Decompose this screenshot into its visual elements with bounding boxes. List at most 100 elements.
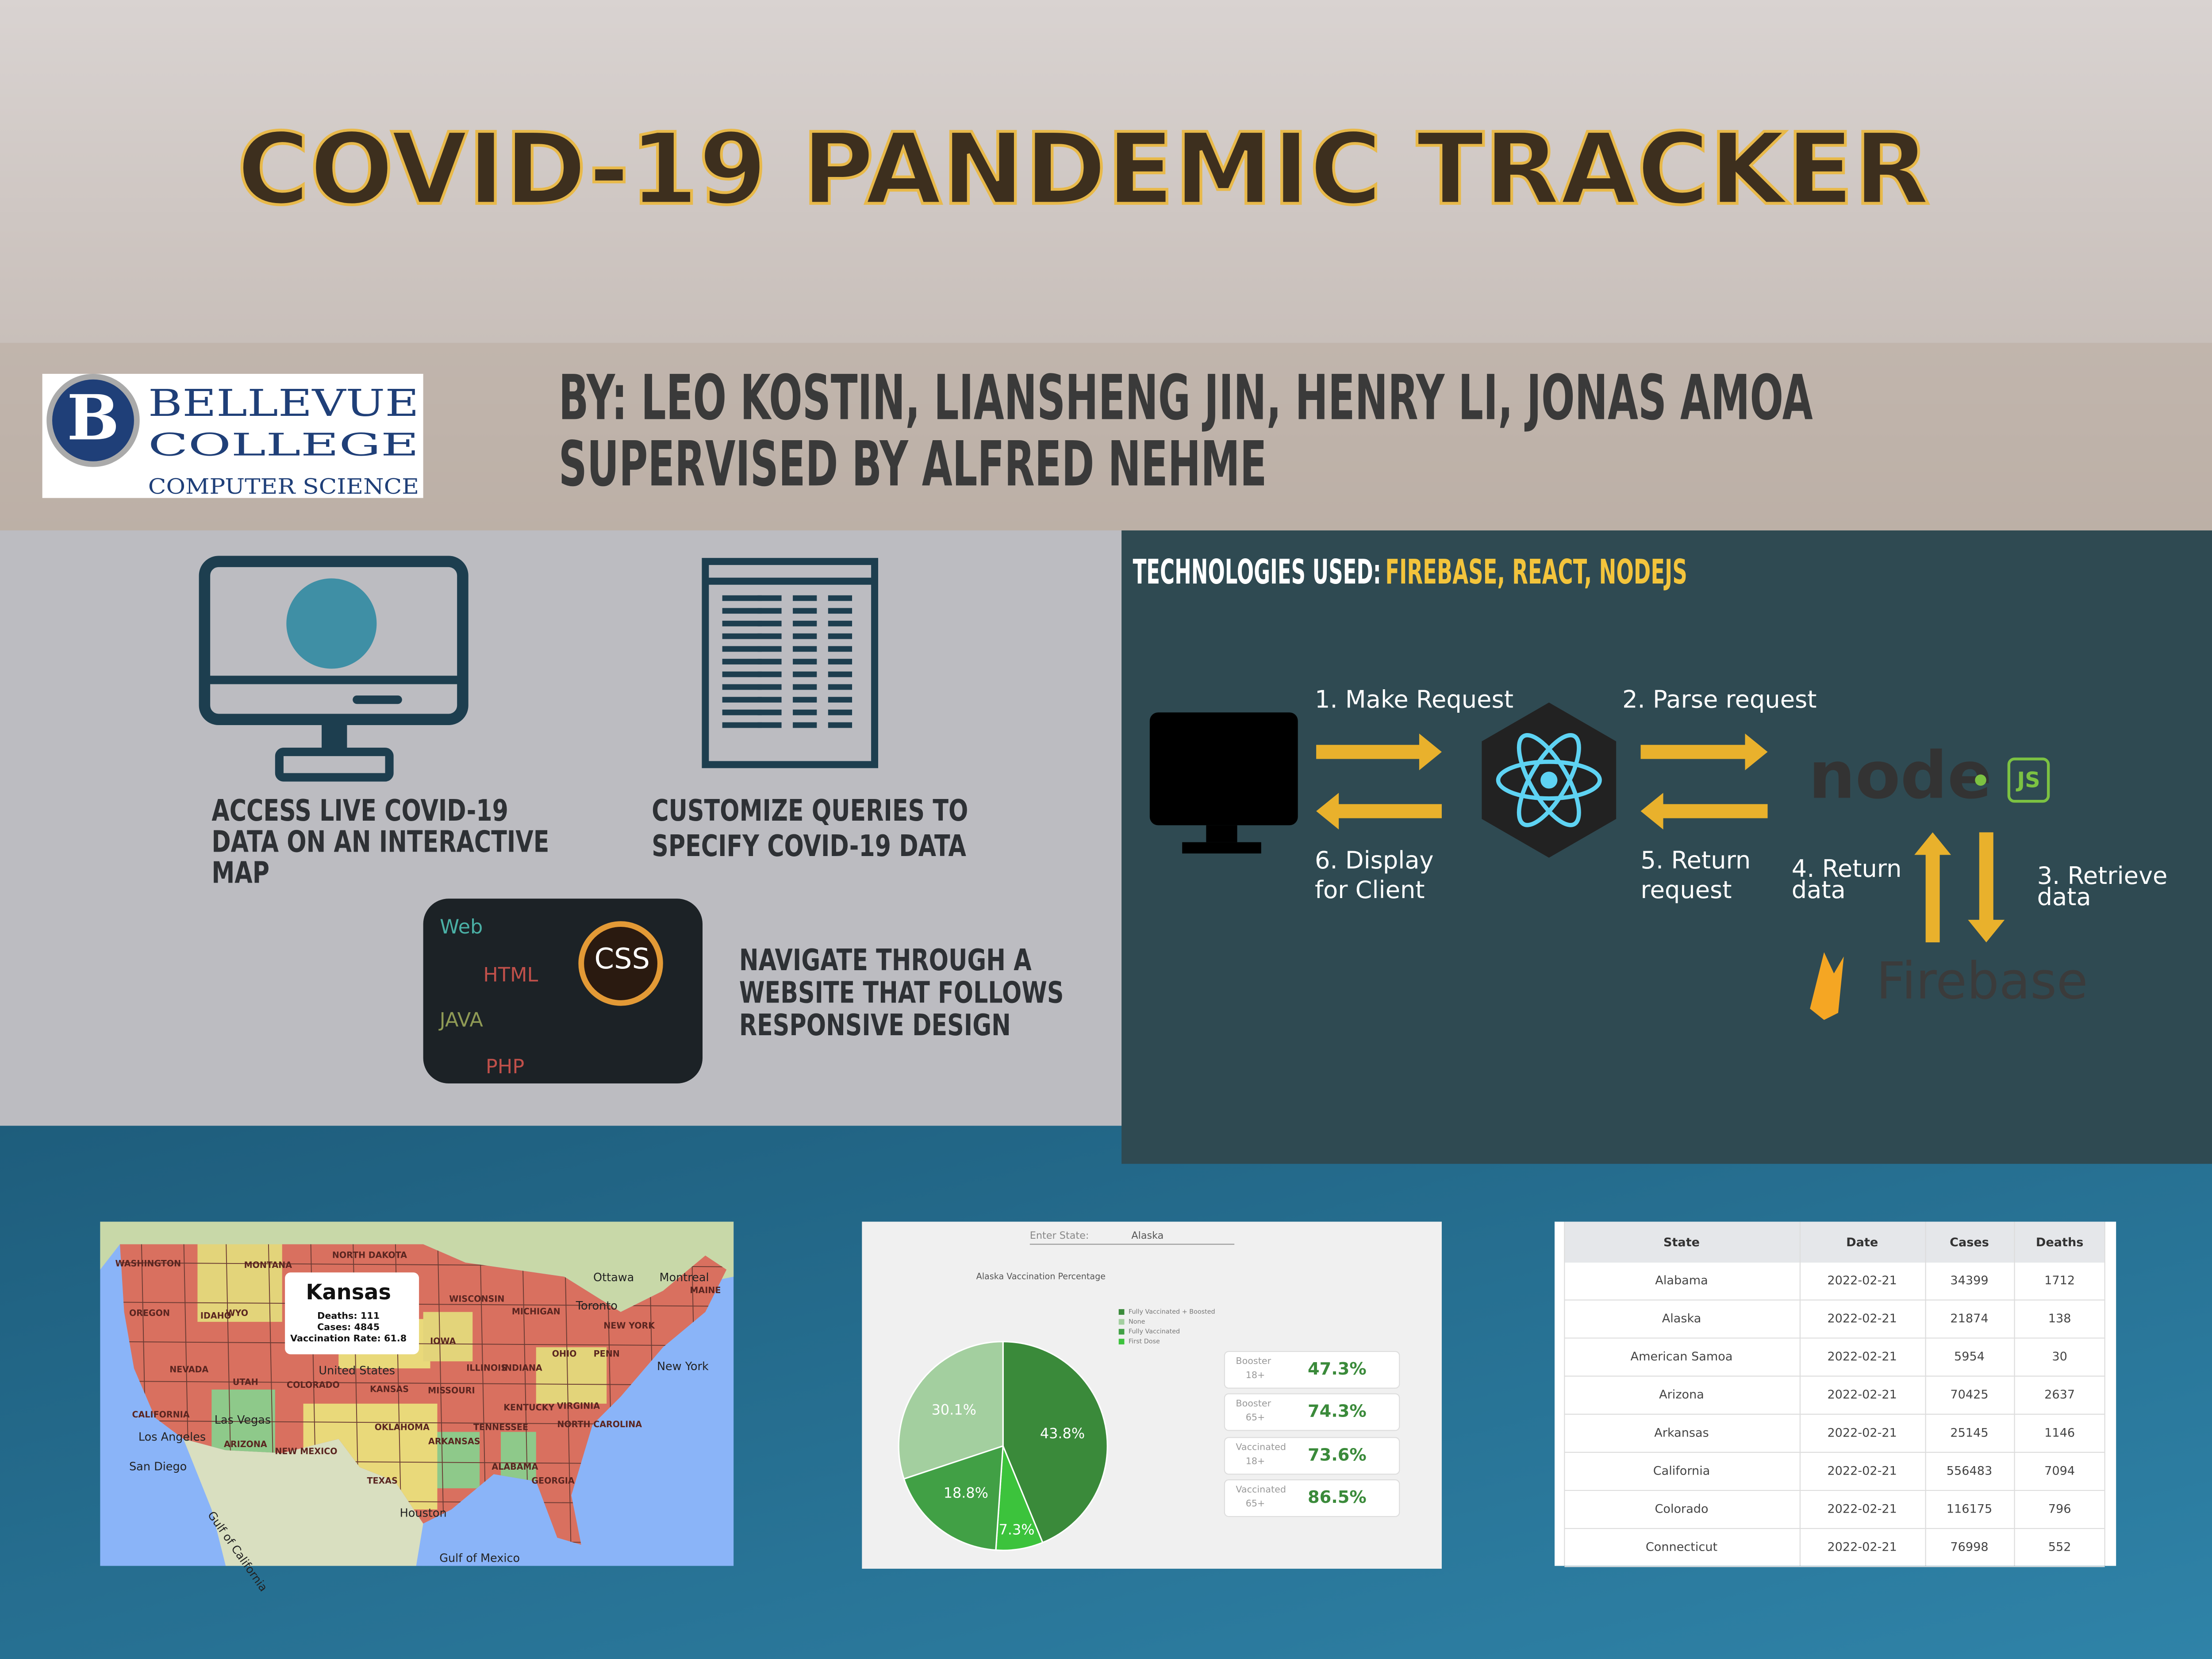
flow-step-label: data bbox=[1792, 876, 1846, 904]
table-icon-cell bbox=[793, 659, 817, 664]
feature-text: RESPONSIVE DESIGN bbox=[739, 1008, 1011, 1043]
map-label: OREGON bbox=[129, 1308, 170, 1318]
table-cell: 76998 bbox=[1950, 1540, 1988, 1554]
map-state-patch bbox=[536, 1347, 607, 1404]
table-cell: 1712 bbox=[2044, 1274, 2075, 1287]
map-label: Montreal bbox=[660, 1271, 709, 1284]
pie-label: 18.8% bbox=[944, 1485, 988, 1502]
table-icon-cell bbox=[793, 709, 817, 715]
state-label: Enter State: bbox=[1030, 1230, 1089, 1241]
arrow-head bbox=[1419, 733, 1442, 771]
map-state-patch bbox=[437, 1432, 480, 1489]
authors: BY: LEO KOSTIN, LIANSHENG JIN, HENRY LI,… bbox=[559, 362, 1813, 434]
map-border bbox=[437, 1244, 445, 1545]
table-header: Date bbox=[1846, 1236, 1878, 1249]
card-value: 86.5% bbox=[1308, 1487, 1367, 1507]
pie-slice bbox=[1002, 1340, 1108, 1544]
map-state-patch bbox=[197, 1244, 282, 1322]
table-icon-cell bbox=[828, 697, 853, 703]
pie-slice bbox=[898, 1340, 1004, 1480]
map-label: Toronto bbox=[576, 1299, 618, 1313]
table-icon-cell bbox=[722, 646, 762, 652]
table-cell: 30 bbox=[2052, 1350, 2067, 1363]
table-icon-cell bbox=[793, 722, 817, 728]
table-icon-cell bbox=[793, 684, 817, 690]
feature-text: NAVIGATE THROUGH A bbox=[739, 943, 1032, 978]
popup-line: Vaccination Rate: 61.8 bbox=[290, 1333, 407, 1344]
feature-text: SPECIFY COVID-19 DATA bbox=[652, 829, 966, 864]
logo-line: COMPUTER SCIENCE bbox=[148, 475, 419, 499]
table-icon-cell bbox=[722, 621, 762, 626]
flow-step-label: 1. Make Request bbox=[1315, 685, 1513, 713]
tech-list: FIREBASE, REACT, NODEJS bbox=[1385, 553, 1687, 592]
web-image-label: HTML bbox=[483, 964, 538, 987]
stat-card bbox=[1224, 1437, 1400, 1475]
map-border bbox=[120, 1380, 727, 1386]
node-dot bbox=[1975, 774, 1986, 786]
map-label: NEVADA bbox=[169, 1364, 208, 1375]
feature-text: DATA ON AN INTERACTIVE bbox=[211, 825, 549, 859]
table-cell: 2637 bbox=[2044, 1388, 2075, 1402]
flow-step-label: data bbox=[2037, 883, 2091, 911]
table-cell: Colorado bbox=[1655, 1502, 1708, 1516]
globe-icon bbox=[286, 578, 377, 669]
card-label: Vaccinated bbox=[1236, 1484, 1286, 1494]
web-image-label: Web bbox=[440, 915, 483, 938]
js-logo: JS bbox=[2016, 768, 2040, 793]
table-cell: 5954 bbox=[1954, 1350, 1985, 1363]
react-core bbox=[1540, 772, 1558, 789]
table-icon-cell bbox=[757, 697, 782, 703]
logo-letter: B bbox=[67, 381, 119, 454]
logo-line: BELLEVUE bbox=[148, 382, 419, 425]
table-icon-cell bbox=[828, 684, 853, 690]
monitor-button bbox=[353, 695, 402, 704]
stat-card bbox=[1224, 1351, 1400, 1389]
map-label: Las Vegas bbox=[215, 1413, 271, 1427]
client-stand bbox=[1206, 825, 1237, 842]
table-cell: 2022-02-21 bbox=[1827, 1274, 1897, 1287]
table-icon-cell bbox=[828, 595, 853, 601]
legend-label: Fully Vaccinated + Boosted bbox=[1129, 1309, 1215, 1316]
table-icon-cell bbox=[828, 709, 853, 715]
legend-label: Fully Vaccinated bbox=[1129, 1328, 1180, 1335]
table-cell: 2022-02-21 bbox=[1827, 1426, 1897, 1440]
table-cell: Alabama bbox=[1655, 1274, 1708, 1287]
table-cell: 796 bbox=[2048, 1502, 2071, 1516]
map-label: UTAH bbox=[233, 1377, 258, 1387]
table-icon-cell bbox=[722, 608, 762, 614]
map-label: MISSOURI bbox=[428, 1386, 475, 1396]
supervisor: SUPERVISED BY ALFRED NEHME bbox=[559, 428, 1267, 500]
table-icon-cell bbox=[828, 659, 853, 664]
map-mexico bbox=[183, 1439, 423, 1566]
map-label: MAINE bbox=[690, 1285, 721, 1295]
table-cell: 2022-02-21 bbox=[1827, 1388, 1897, 1402]
css-glow bbox=[578, 921, 663, 1006]
client-base bbox=[1182, 842, 1261, 854]
card-label: 65+ bbox=[1246, 1498, 1265, 1509]
map-label: NORTH CAROLINA bbox=[557, 1419, 642, 1429]
card-label: Booster bbox=[1236, 1356, 1271, 1366]
logo-line: COLLEGE bbox=[148, 426, 419, 463]
stat-card bbox=[1224, 1393, 1400, 1431]
arrow-head bbox=[1968, 920, 2005, 943]
map-label: San Diego bbox=[129, 1460, 187, 1473]
firebase-flame bbox=[1810, 952, 1844, 1020]
flow-step-label: 4. Return bbox=[1792, 855, 1902, 883]
map-label: GEORGIA bbox=[531, 1476, 575, 1486]
table-icon-cell bbox=[793, 646, 817, 652]
flow-step-label: 3. Retrieve bbox=[2037, 862, 2168, 890]
pie-label: 43.8% bbox=[1040, 1425, 1085, 1442]
table-cell: 138 bbox=[2048, 1312, 2071, 1325]
map-border bbox=[564, 1244, 572, 1545]
table-icon-cell bbox=[793, 608, 817, 614]
table-icon-cell bbox=[722, 659, 762, 664]
map-label: PENN bbox=[594, 1349, 620, 1359]
arrow-head bbox=[1914, 832, 1951, 855]
table-cell: California bbox=[1653, 1464, 1710, 1478]
table-icon-cell bbox=[828, 608, 853, 614]
flow-step-label: request bbox=[1641, 876, 1732, 904]
table-icon-cell bbox=[722, 697, 762, 703]
table-icon-cell bbox=[828, 646, 853, 652]
popup-line: Deaths: 111 bbox=[317, 1310, 380, 1321]
legend-label: None bbox=[1129, 1318, 1145, 1325]
